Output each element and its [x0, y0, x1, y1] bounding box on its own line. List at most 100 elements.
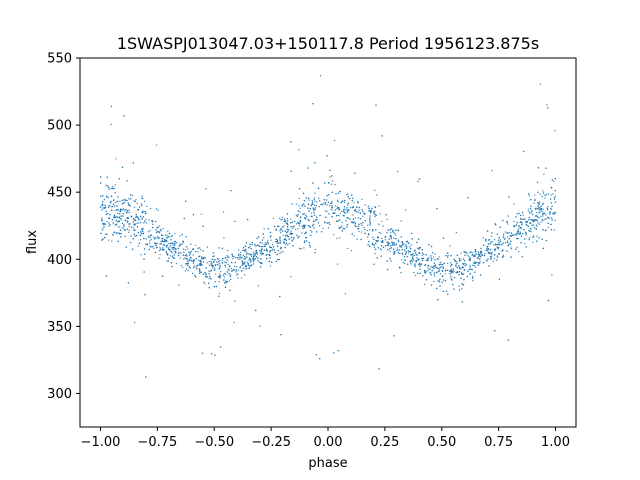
- data-point: [471, 268, 473, 271]
- data-point: [233, 321, 235, 324]
- data-point: [434, 259, 436, 261]
- data-point: [144, 210, 146, 213]
- data-point: [180, 264, 182, 267]
- data-point: [119, 200, 121, 203]
- data-point: [326, 222, 328, 224]
- data-point: [513, 203, 515, 205]
- data-point: [284, 220, 287, 222]
- data-point: [122, 215, 124, 217]
- data-point: [540, 215, 542, 218]
- data-point: [475, 262, 477, 264]
- data-point: [375, 239, 377, 242]
- data-point: [480, 251, 483, 254]
- data-point: [166, 237, 168, 239]
- data-point: [540, 205, 542, 208]
- data-point: [429, 268, 431, 270]
- data-point: [392, 248, 395, 250]
- data-point: [287, 229, 290, 231]
- data-point: [198, 263, 201, 265]
- data-point: [519, 231, 521, 233]
- y-tick-label: 500: [47, 119, 72, 134]
- data-point: [433, 267, 435, 270]
- data-point: [172, 257, 174, 259]
- data-point: [497, 252, 500, 255]
- data-point: [535, 211, 538, 214]
- data-point: [249, 260, 252, 262]
- data-point: [295, 203, 298, 205]
- data-point: [107, 196, 109, 199]
- data-point: [113, 216, 115, 219]
- data-point: [429, 271, 432, 274]
- data-point: [169, 248, 171, 251]
- data-point: [217, 260, 220, 263]
- data-point: [408, 250, 411, 253]
- data-point: [521, 224, 523, 226]
- data-point: [133, 233, 135, 236]
- data-point: [442, 237, 445, 239]
- data-point: [336, 199, 339, 202]
- data-point: [129, 223, 131, 225]
- data-point: [538, 207, 540, 209]
- data-point: [474, 249, 476, 251]
- data-point: [506, 232, 508, 234]
- data-point: [363, 226, 365, 229]
- data-point: [374, 189, 376, 192]
- data-point: [540, 221, 542, 223]
- data-point: [502, 242, 504, 244]
- data-point: [520, 235, 523, 238]
- data-point: [344, 199, 346, 202]
- y-tick-label: 400: [47, 253, 72, 268]
- data-point: [286, 213, 289, 215]
- plot-area: [80, 58, 576, 427]
- data-point: [321, 231, 323, 233]
- data-point: [241, 256, 243, 258]
- data-point: [458, 285, 460, 287]
- data-point: [398, 249, 400, 251]
- data-point: [252, 253, 254, 255]
- data-point: [226, 280, 228, 283]
- data-point: [148, 219, 150, 221]
- data-point: [438, 267, 440, 269]
- data-point: [433, 265, 435, 267]
- data-point: [252, 257, 254, 259]
- data-point: [441, 281, 443, 283]
- data-point: [101, 203, 104, 205]
- data-point: [450, 255, 452, 257]
- data-point: [259, 241, 261, 244]
- data-point: [256, 237, 258, 240]
- data-point: [510, 247, 512, 249]
- data-point: [228, 269, 230, 272]
- data-point: [515, 248, 517, 250]
- data-point: [477, 262, 480, 264]
- data-point: [360, 231, 363, 233]
- data-point: [414, 264, 416, 267]
- data-point: [325, 199, 328, 201]
- data-point: [275, 238, 277, 240]
- data-point: [142, 216, 145, 218]
- data-point: [170, 236, 172, 238]
- data-point: [489, 255, 492, 258]
- data-point: [513, 234, 515, 236]
- data-point: [108, 239, 110, 241]
- data-point: [183, 251, 185, 253]
- data-point: [260, 245, 263, 248]
- data-point: [105, 184, 107, 187]
- data-point: [100, 195, 102, 198]
- data-point: [214, 259, 216, 261]
- data-point: [105, 206, 107, 208]
- data-point: [535, 208, 537, 210]
- data-point: [452, 268, 454, 270]
- data-point: [390, 231, 392, 234]
- data-point: [535, 228, 537, 230]
- data-point: [105, 213, 108, 216]
- data-point: [102, 238, 104, 240]
- data-point: [354, 217, 357, 219]
- data-point: [465, 263, 468, 266]
- data-point: [448, 270, 451, 273]
- data-point: [436, 207, 438, 210]
- data-point: [550, 202, 553, 204]
- data-point: [327, 182, 330, 184]
- data-point: [130, 226, 133, 228]
- data-point: [205, 273, 207, 275]
- data-point: [127, 223, 130, 225]
